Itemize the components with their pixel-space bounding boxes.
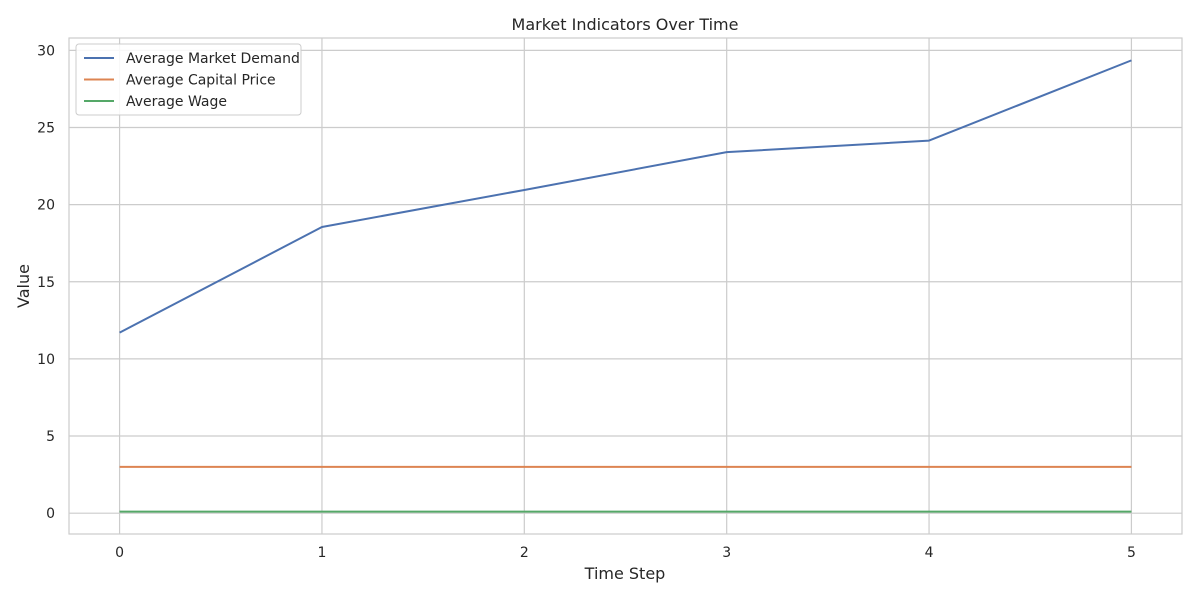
y-tick-label: 15 xyxy=(37,275,55,291)
y-tick-label: 25 xyxy=(37,120,55,136)
grid xyxy=(69,38,1182,534)
y-tick-label: 30 xyxy=(37,43,55,59)
y-tick-label: 20 xyxy=(37,198,55,214)
plot-frame xyxy=(68,37,1183,535)
chart-title: Market Indicators Over Time xyxy=(512,15,739,34)
x-tick-labels: 0 1 2 3 4 5 xyxy=(115,545,1136,561)
x-tick-label: 0 xyxy=(115,545,124,561)
y-tick-label: 10 xyxy=(37,352,55,368)
series-group xyxy=(119,59,1132,513)
x-tick-label: 1 xyxy=(317,545,326,561)
x-axis-label: Time Step xyxy=(584,564,666,583)
x-tick-label: 5 xyxy=(1127,545,1136,561)
x-tick-label: 4 xyxy=(925,545,934,561)
legend-entry: Average Market Demand xyxy=(126,51,300,67)
y-axis-label: Value xyxy=(14,264,33,308)
y-tick-label: 5 xyxy=(46,429,55,445)
x-tick-label: 3 xyxy=(722,545,731,561)
legend-box xyxy=(75,43,302,116)
y-tick-labels: 0 5 10 15 20 25 30 xyxy=(37,43,55,522)
y-tick-label: 0 xyxy=(46,506,55,522)
legend: Average Market Demand Average Capital Pri… xyxy=(75,43,302,116)
legend-entry: Average Wage xyxy=(126,94,227,110)
legend-entry: Average Capital Price xyxy=(126,73,276,89)
series-line-0 xyxy=(119,59,1132,334)
x-tick-label: 2 xyxy=(520,545,529,561)
